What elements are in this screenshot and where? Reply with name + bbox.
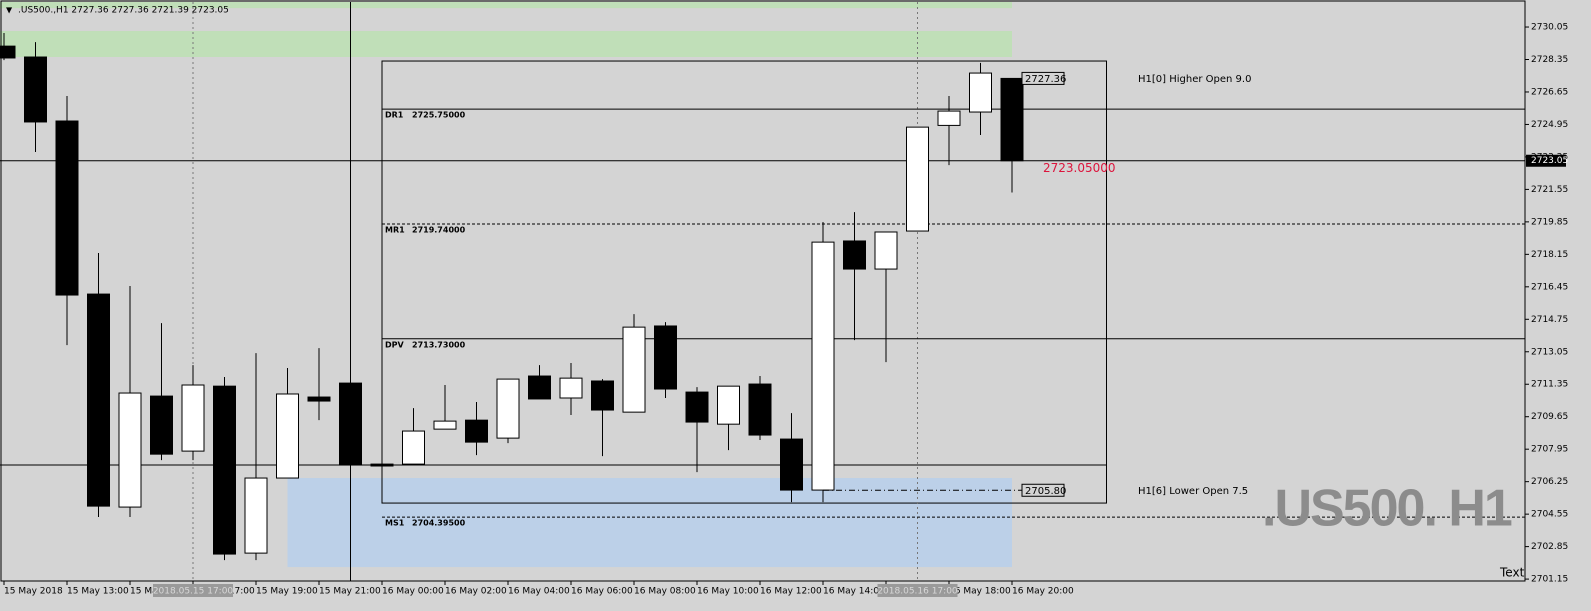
candle-body — [654, 325, 677, 390]
x-tick-label: 16 May 02:00 — [445, 587, 507, 597]
x-tick-label: 15 May 21:00 — [319, 587, 381, 597]
candle-body — [433, 420, 457, 430]
candle-body — [87, 293, 110, 507]
candle-body — [843, 240, 866, 270]
price-tag-label: 2705.80 — [1025, 486, 1066, 497]
x-tick-label: 16 May 08:00 — [634, 587, 696, 597]
y-tick-label: 2701.15 — [1531, 575, 1568, 585]
candle-body — [811, 241, 835, 491]
y-tick-label: 2716.45 — [1531, 282, 1568, 292]
crosshair-time-label: 2018.05.15 17:00 — [153, 587, 234, 597]
price-tag-label: 2727.36 — [1025, 74, 1066, 85]
zone — [287, 478, 1012, 568]
x-tick-label: 16 May 00:00 — [382, 587, 444, 597]
y-tick-label: 2719.85 — [1531, 217, 1568, 227]
pivot-name: MS1 — [385, 519, 405, 528]
pivot-value: 2725.75000 — [412, 111, 466, 120]
current-price-label: 2723.05 — [1531, 156, 1568, 166]
candle-body — [496, 378, 520, 439]
x-tick-label: 16 May 14:00 — [823, 587, 885, 597]
candle-body — [591, 380, 614, 411]
x-tick-label: 15 May 2018 — [4, 587, 63, 597]
chart-title: .US500.,H1 2727.36 2727.36 2721.39 2723.… — [18, 6, 229, 16]
x-tick-label: 15 May 19:00 — [256, 587, 318, 597]
x-tick-label: 16 May 06:00 — [571, 587, 633, 597]
x-tick-label: 15 May 13:00 — [67, 587, 129, 597]
candle-body — [24, 56, 47, 123]
candle-body — [150, 395, 173, 455]
y-tick-label: 2713.05 — [1531, 347, 1568, 357]
candle-body — [370, 463, 394, 467]
candle-body — [0, 45, 16, 59]
x-tick-label: 16 May 18:00 — [949, 587, 1011, 597]
pivot-value: 2719.74000 — [412, 225, 466, 234]
candle-body — [118, 392, 142, 508]
x-tick-label: 16 May 10:00 — [697, 587, 759, 597]
price-tag-text: H1[6] Lower Open 7.5 — [1138, 486, 1248, 497]
zone — [0, 2, 1012, 9]
candle-body — [181, 384, 205, 452]
corner-text: Text — [1499, 566, 1525, 580]
y-tick-label: 2707.95 — [1531, 445, 1568, 455]
price-tag-box — [1021, 71, 1065, 85]
y-tick-label: 2711.35 — [1531, 380, 1568, 390]
candle-body — [748, 383, 772, 436]
candle-body — [780, 438, 803, 491]
zone — [0, 31, 1012, 58]
y-tick-label: 2706.25 — [1531, 477, 1568, 487]
crosshair-time-box — [877, 584, 958, 597]
candle-body — [528, 375, 551, 400]
candle-body — [465, 419, 488, 443]
y-tick-label: 2702.85 — [1531, 542, 1568, 552]
candle-body — [937, 110, 961, 126]
y-tick-label: 2724.95 — [1531, 120, 1568, 130]
pivot-value: 2704.39500 — [412, 519, 466, 528]
candle-body — [55, 120, 79, 296]
current-price-tag — [1526, 154, 1566, 167]
y-tick-label: 2721.55 — [1531, 185, 1568, 195]
y-tick-label: 2704.55 — [1531, 510, 1568, 520]
candle-body — [244, 477, 268, 554]
y-tick-label: 2728.35 — [1531, 55, 1568, 65]
y-tick-label: 2726.65 — [1531, 87, 1568, 97]
plot-area: DR1 2725.75000 MR1 2719.74000 DPV 2713.73000 M… — [0, 2, 1525, 581]
x-tick-label: 16 May 12:00 — [760, 587, 822, 597]
candle-body — [276, 393, 299, 479]
candle-body — [622, 326, 646, 413]
candle-body — [307, 396, 331, 402]
pivot-value: 2713.73000 — [412, 340, 466, 349]
price-tag-box — [1021, 483, 1065, 497]
watermark: .US500. H1 — [1262, 480, 1512, 538]
pivot-name: DR1 — [385, 111, 404, 120]
menu-arrow[interactable]: ▼ — [6, 6, 13, 15]
candle-body — [402, 430, 425, 465]
x-tick-label: 16 May 04:00 — [508, 587, 570, 597]
y-tick-label: 2709.65 — [1531, 412, 1568, 422]
candle-body — [559, 377, 583, 399]
candle-body — [717, 385, 740, 425]
crosshair-time-box — [153, 584, 233, 597]
x-tick-label: 16 May 20:00 — [1012, 587, 1074, 597]
candle-body — [969, 72, 992, 113]
plot-border — [0, 0, 1526, 582]
candle-body — [906, 126, 929, 232]
y-tick-label: 2718.15 — [1531, 250, 1568, 260]
pivot-name: DPV — [385, 340, 405, 349]
candle-body — [339, 382, 362, 466]
y-tick-label: 2714.75 — [1531, 315, 1568, 325]
crosshair-time-label: 2018.05.16 17:00 — [877, 587, 958, 597]
candle-body — [685, 391, 709, 423]
bid-label: 2723.05000 — [1043, 161, 1116, 175]
candle-body — [874, 231, 898, 270]
candle-body — [213, 385, 236, 555]
price-tag-text: H1[0] Higher Open 9.0 — [1138, 74, 1251, 85]
range-box — [381, 60, 1107, 504]
pivot-name: MR1 — [385, 225, 405, 234]
y-tick-label: 2730.05 — [1531, 23, 1568, 33]
candle-body — [1000, 77, 1024, 162]
